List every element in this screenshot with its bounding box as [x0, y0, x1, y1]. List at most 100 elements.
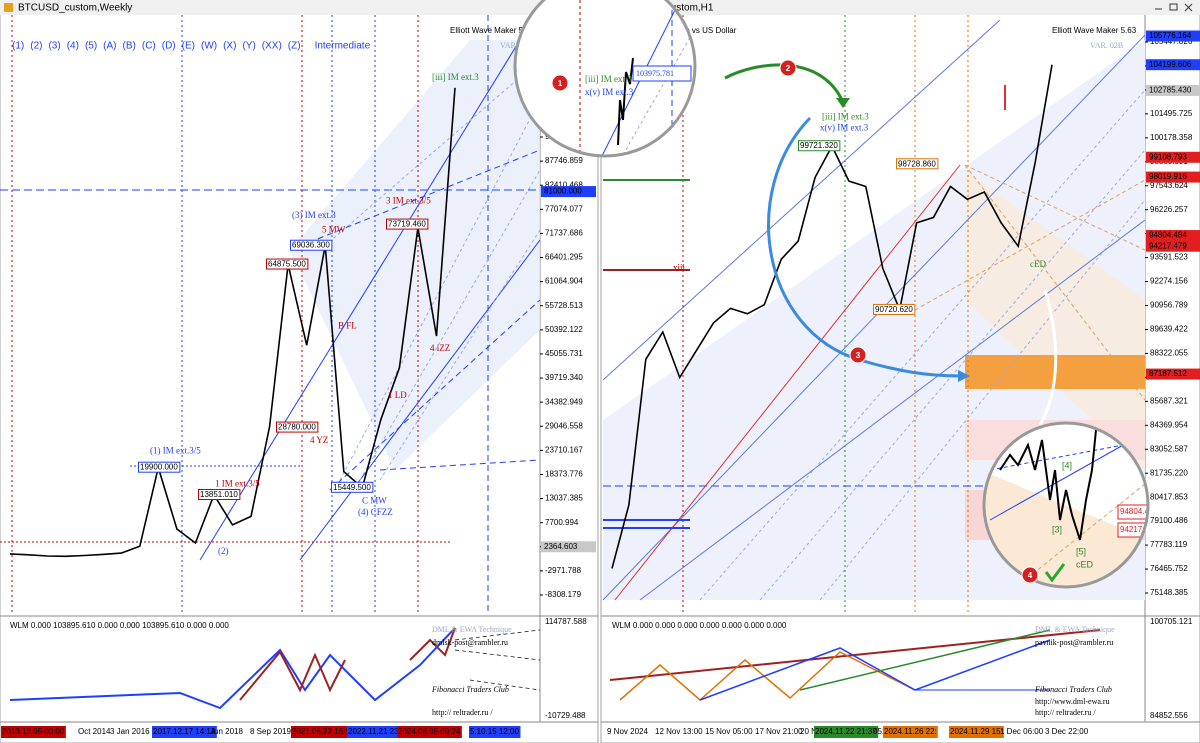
wave-degree-button[interactable]: (XX) — [262, 41, 282, 52]
wave-annotation: 4 iZZ — [430, 343, 450, 353]
date-label: 3 Jan 2016 — [110, 727, 150, 736]
wave-label: [3] — [1052, 524, 1062, 534]
footer-text: Fibonacci Traders Club — [1034, 685, 1112, 694]
wave-annotation: cED — [1030, 259, 1046, 269]
wave-annotation: 28780.000 — [278, 423, 316, 432]
fib — [319, 59, 540, 251]
price-box — [386, 218, 429, 230]
wave-annotation: x(v) IM ext.3 — [820, 122, 869, 132]
zoom-price-label: 103975.781 — [636, 69, 674, 78]
date-label: 1 Dec 06:00 — [1000, 727, 1044, 736]
wlm-line — [409, 627, 456, 661]
wave-degree-button[interactable]: (X) — [223, 41, 236, 52]
price-label: 55728.513 — [545, 301, 583, 310]
fan — [964, 164, 1145, 251]
maximize-button[interactable] — [1169, 3, 1178, 11]
date-label: 3 Dec 22:00 — [1045, 727, 1089, 736]
price-label: 83052.587 — [1150, 444, 1188, 453]
channel — [289, 149, 540, 251]
wave-degree-button[interactable]: (Z) — [288, 41, 301, 52]
channel-lines — [199, 39, 540, 561]
zoom-bottom: [4] [3] [5] cED 94804.484 94217.479 — [982, 421, 1150, 589]
zoom-price — [999, 424, 1101, 541]
wave-annotation: (1) IM ext.3/5 — [150, 445, 201, 455]
price-label: 88322.055 — [1150, 349, 1188, 358]
wave-degree-button[interactable]: (W) — [201, 41, 217, 52]
wave-degree-button[interactable]: (D) — [162, 41, 176, 52]
price-label: 105447.826 — [1150, 37, 1193, 46]
price-marker — [1146, 151, 1200, 163]
date-label: Jun 2018 — [210, 727, 243, 736]
wave-annotation: (3) IM ext.3 — [292, 210, 336, 220]
wave-degree-button[interactable]: (1) — [12, 41, 24, 52]
right-window-buttons[interactable] — [1155, 3, 1193, 12]
price-label: 39719.340 — [545, 373, 583, 382]
date-label: 2021.06.22 16:55 — [292, 727, 355, 736]
price-label: 93591.523 — [1150, 253, 1188, 262]
price-marker — [1146, 230, 1200, 242]
left-wlm — [9, 627, 541, 710]
wlm-line — [799, 629, 1051, 691]
degree-label[interactable]: Intermediate — [315, 41, 371, 52]
wave-degree-button[interactable]: (2) — [30, 41, 42, 52]
footer-text: Fibonacci Traders Club — [431, 685, 509, 694]
price-label: -2971.788 — [545, 566, 582, 575]
wave-degree-button[interactable]: (C) — [142, 41, 156, 52]
date-label: 2013.12.05 00:00 — [2, 727, 65, 736]
price-marker — [1146, 240, 1200, 252]
callout — [551, 74, 569, 92]
date-label: 2024.11.22 21:37 — [815, 727, 877, 736]
price-label: 7700.994 — [545, 518, 579, 527]
wave-annotation: B FL — [338, 320, 357, 330]
price-label: 100178.358 — [1150, 133, 1193, 142]
price-marker-label: 105776.164 — [1149, 31, 1192, 40]
price-box — [198, 489, 241, 501]
wave-degree-button[interactable]: (Y) — [242, 41, 255, 52]
wave-degree-button[interactable]: (A) — [103, 41, 116, 52]
price-marker — [1146, 59, 1200, 71]
close-button[interactable] — [1184, 3, 1193, 12]
wave-annotation: 64875.500 — [268, 260, 306, 269]
wave-annotation: 15449.500 — [333, 483, 371, 492]
channel — [299, 239, 540, 561]
wave-degree-button[interactable]: (E) — [182, 41, 195, 52]
price-label: 13037.385 — [545, 494, 583, 503]
date-marker — [347, 726, 402, 738]
price-label: 66401.295 — [545, 253, 583, 262]
wave-degree-button[interactable]: (3) — [48, 41, 60, 52]
price-label: 97543.624 — [1150, 181, 1188, 190]
price-label: -8308.179 — [545, 590, 582, 599]
price-marker — [1146, 368, 1200, 380]
date-label: 2017.12.17 14:14 — [153, 727, 216, 736]
price-label: 76465.752 — [1150, 564, 1188, 573]
wave-degree-button[interactable]: (4) — [67, 41, 79, 52]
wave-annotation: [iii] IM ext.3 — [822, 111, 869, 121]
wlm-line — [239, 650, 346, 701]
wave-annotation: 73719.460 — [388, 220, 426, 229]
channel-lines — [603, 19, 1145, 601]
zoom-price-box — [632, 65, 692, 82]
footer-text: pavnik-post@rambler.ru — [1035, 638, 1113, 647]
wave-annotation: 3 IM ext.3/5 — [386, 196, 431, 206]
fib — [379, 229, 540, 481]
date-label: 9 Nov 2024 — [607, 727, 648, 736]
wave-degree-button[interactable]: (5) — [85, 41, 97, 52]
price-label: 71737.686 — [545, 229, 583, 238]
window-title: BTCUSD_custom,Weekly — [18, 3, 132, 14]
price-box — [331, 481, 374, 493]
footer-text: DML & EWA Technique — [432, 625, 512, 634]
date-label: 20 N — [800, 727, 817, 736]
callout-number: 1 — [558, 79, 563, 88]
wave-annotation: 69036.300 — [292, 241, 330, 250]
wave-annotation: 19900.000 — [140, 463, 178, 472]
wave-degree-button[interactable]: (B) — [123, 41, 136, 52]
chart-label: H1: Bitcoin vs US Dollar — [651, 26, 737, 35]
callout — [849, 346, 867, 364]
callout — [1021, 566, 1039, 584]
price-marker-label: 98019.916 — [1149, 172, 1187, 181]
date-label: 12 Nov 13:00 — [655, 727, 703, 736]
wave-annotation: 99721.320 — [800, 141, 838, 150]
zoom-sub-label: x(v) IM ext.3 — [585, 87, 634, 97]
